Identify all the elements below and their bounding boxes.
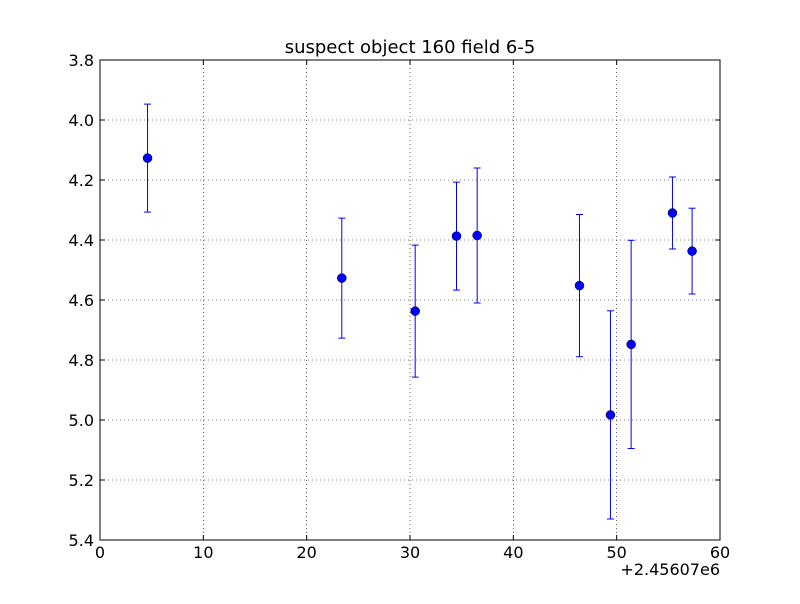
y-tick-label: 4.2: [69, 171, 94, 190]
y-tick-label: 4.6: [69, 291, 94, 310]
data-point: [667, 208, 678, 218]
y-axis: 3.8 4.0 4.2 4.4 4.6 4.8 5.0 5.2 5.4: [69, 51, 720, 550]
x-tick-label: 50: [606, 543, 626, 562]
data-point: [687, 246, 697, 256]
y-tick-label: 5.4: [69, 531, 94, 550]
y-tick-label: 4.0: [69, 111, 94, 130]
x-tick-label: 10: [193, 543, 213, 562]
y-tick-label: 5.0: [69, 411, 94, 430]
x-axis: 0 10 20 30 40 50 60: [95, 60, 730, 562]
y-tick-label: 3.8: [69, 51, 94, 70]
data-point: [410, 306, 420, 316]
x-tick-label: 30: [400, 543, 420, 562]
grid-lines: [99, 59, 721, 541]
x-tick-label: 0: [95, 543, 105, 562]
data-point: [142, 153, 153, 163]
y-tick-label: 5.2: [69, 471, 94, 490]
x-axis-offset-label: +2.45607e6: [620, 560, 720, 579]
data-point: [337, 273, 347, 283]
data-point: [626, 339, 636, 350]
x-tick-label: 60: [710, 543, 730, 562]
data-point: [451, 231, 462, 241]
y-tick-label: 4.4: [69, 231, 94, 250]
data-point: [472, 230, 482, 241]
data-point: [574, 280, 585, 291]
data-point: [605, 410, 616, 420]
data-series: [142, 103, 697, 520]
y-tick-label: 4.8: [69, 351, 94, 370]
chart-title: suspect object 160 field 6-5: [285, 37, 536, 58]
x-tick-label: 20: [296, 543, 316, 562]
x-tick-label: 40: [503, 543, 523, 562]
